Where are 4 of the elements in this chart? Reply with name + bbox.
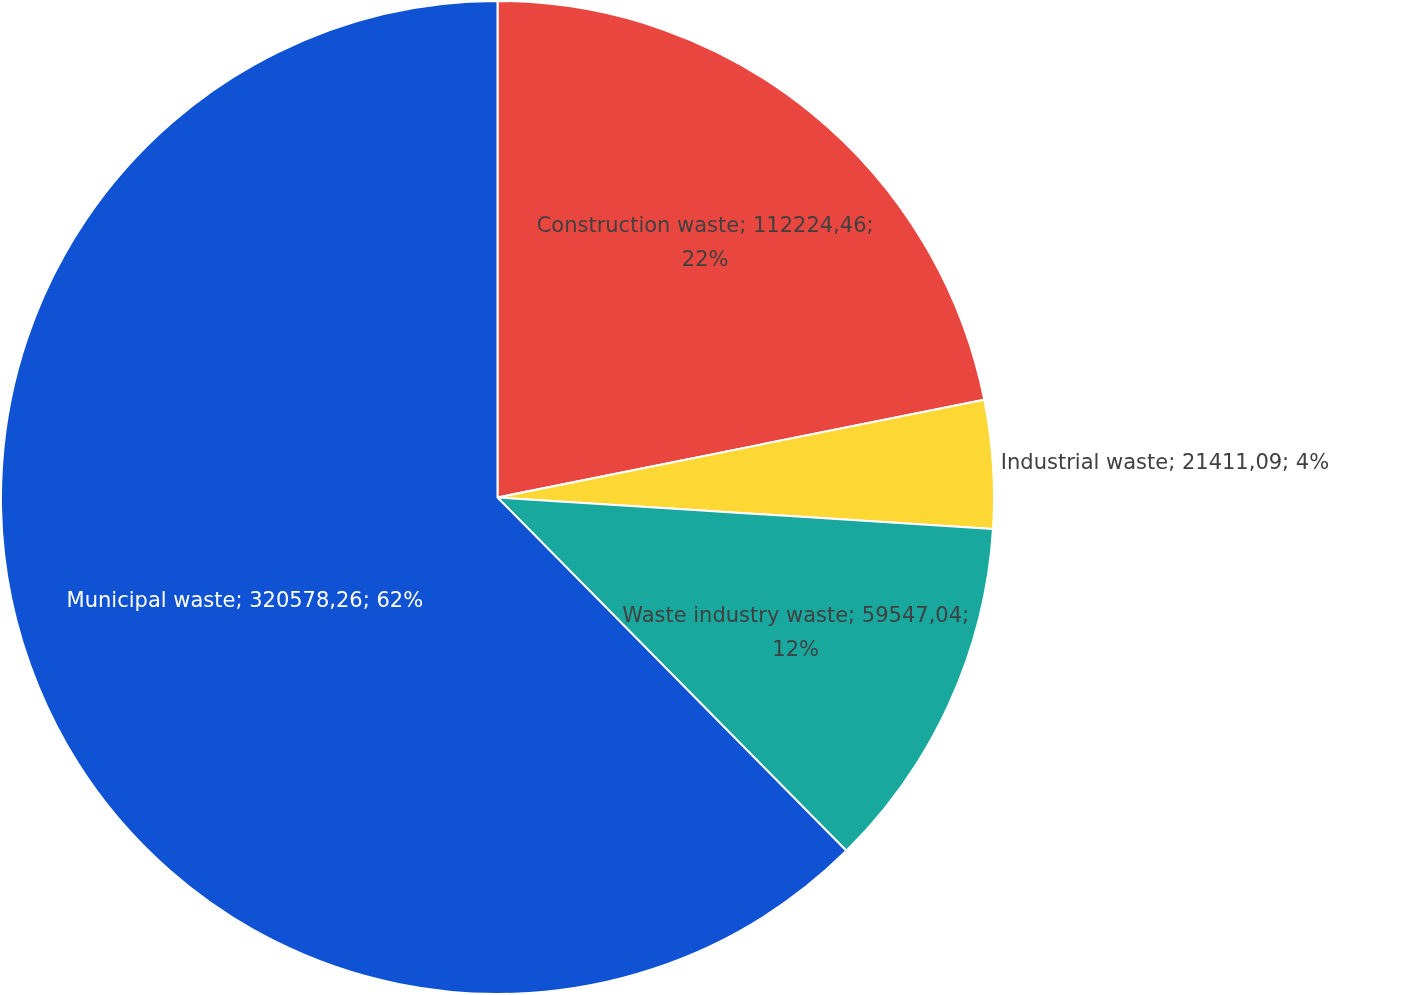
slice-label: Municipal waste; 320578,26; 62% [66, 587, 424, 612]
slice-label: Waste industry waste; 59547,04; 12% [622, 602, 970, 661]
slice-label: Construction waste; 112224,46; 22% [536, 213, 874, 272]
slice-label: Industrial waste; 21411,09; 4% [1000, 449, 1330, 474]
